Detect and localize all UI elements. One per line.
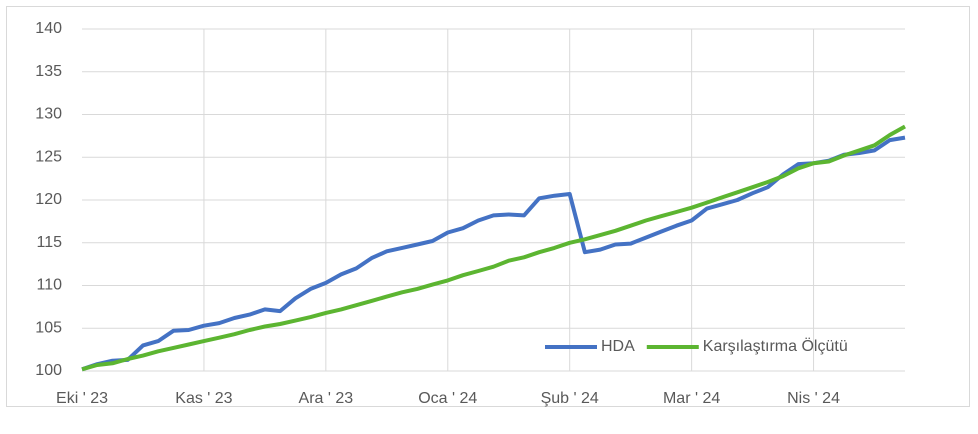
y-tick-label: 120: [35, 191, 62, 208]
x-tick-label: Oca ' 24: [418, 390, 477, 407]
data-line: [81, 135, 906, 372]
legend-label: Karşılaştırma Ölçütü: [703, 337, 848, 355]
y-tick-label: 140: [35, 20, 62, 37]
x-tick-label: Nis ' 24: [787, 390, 840, 407]
y-tick-label: 125: [35, 148, 62, 165]
y-tick-label: 110: [36, 277, 62, 294]
y-tick-label: 115: [36, 234, 62, 251]
y-tick-label: 135: [35, 63, 62, 80]
x-tick-label: Mar ' 24: [663, 390, 720, 407]
data-line: [81, 124, 906, 372]
y-tick-label: 105: [35, 319, 62, 336]
x-tick-label: Şub ' 24: [541, 390, 599, 407]
legend-label: HDA: [601, 338, 635, 355]
x-tick-label: Ara ' 23: [299, 390, 354, 407]
x-tick-label: Kas ' 23: [175, 390, 232, 407]
y-tick-label: 130: [35, 106, 62, 123]
y-tick-label: 100: [35, 362, 62, 379]
chart-border: [6, 6, 970, 407]
x-tick-label: Eki ' 23: [56, 390, 108, 407]
